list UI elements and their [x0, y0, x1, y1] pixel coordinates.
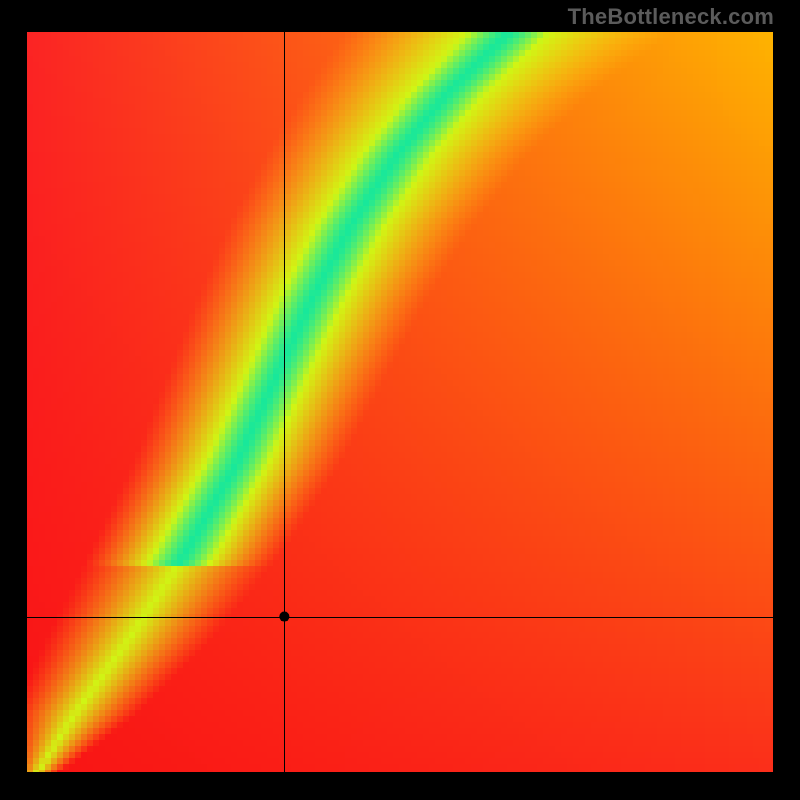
- chart-container: TheBottleneck.com: [0, 0, 800, 800]
- crosshair-overlay: [27, 32, 773, 772]
- watermark-label: TheBottleneck.com: [568, 4, 774, 30]
